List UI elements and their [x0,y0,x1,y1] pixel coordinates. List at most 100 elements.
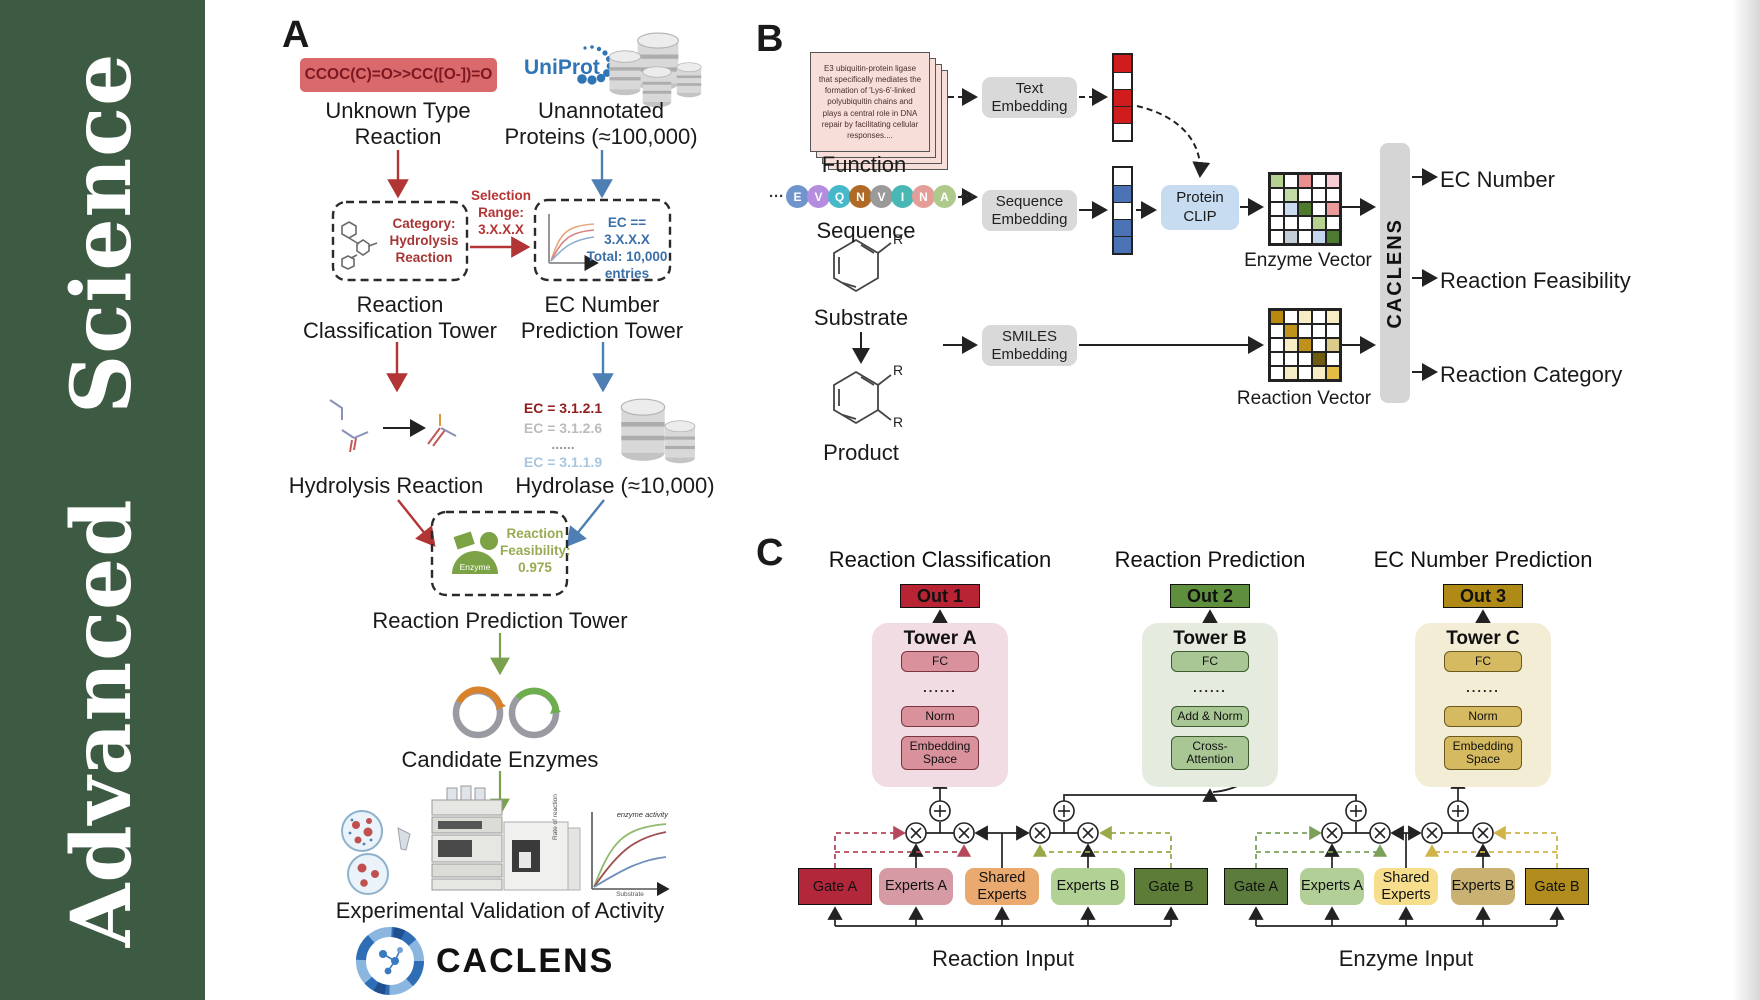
reaction-prediction-tower-label: Reaction Prediction Tower [372,608,628,633]
vector-cell [1114,219,1131,236]
grid-cell [1312,338,1326,352]
grid-cell [1326,338,1340,352]
function-label: Function [821,152,907,177]
grid-cell [1298,216,1312,230]
amino-acid-circle: N [849,185,872,208]
grid-cell [1326,366,1340,380]
smiles-embedding-box: SMILES Embedding [982,325,1077,366]
ec-list-item: EC = 3.1.2.1 [523,400,603,416]
header-reaction-classification: Reaction Classification [828,547,1052,572]
selection-range-label: Selection Range: 3.X.X.X [470,188,532,237]
grid-cell [1326,310,1340,324]
tower-a-norm: Norm [901,706,979,727]
gate-a-reaction-dash2 [835,844,972,857]
grid-cell [1298,324,1312,338]
gate-a-enzyme-dash2 [1256,844,1388,857]
activity-annotation: enzyme activity [616,810,668,819]
product-r-label: R [893,362,904,378]
grid-cell [1284,324,1298,338]
enzyme-vector-label: Enzyme Vector [1244,250,1372,271]
grid-cell [1326,174,1340,188]
vector-cell [1114,185,1131,202]
reaction-shared-experts: Shared Experts [965,868,1039,905]
unannotated-proteins-label: Unannotated Proteins (≈100,000) [504,98,698,149]
petri-dish-icon [341,810,411,895]
amino-acid-circle: E [786,185,809,208]
text-embedding-box: Text Embedding [982,77,1077,118]
tower-c-dots: ...... [1466,680,1500,695]
vector-cell [1114,236,1131,253]
hydrolysis-reaction-label: Hydrolysis Reaction [288,473,484,498]
tower-c-norm: Norm [1444,706,1522,727]
reaction-classification-tower-label: Reaction Classification Tower [302,292,497,343]
grid-cell [1326,324,1340,338]
ec-curves-icon [548,214,599,272]
tower-b-fc: FC [1171,651,1249,672]
grid-cell [1312,324,1326,338]
enzyme-blob-icon [452,531,498,574]
tower-a-embedding: Embedding Space [901,736,979,770]
grid-cell [1298,174,1312,188]
amino-acid-circle: V [870,185,893,208]
enzyme-gate-a: Gate A [1224,868,1288,905]
journal-title: Advanced Science [54,52,150,948]
sequence-label: Sequence [816,218,916,243]
out1-box: Out 1 [900,584,980,608]
grid-cell [1270,188,1284,202]
output-reaction-feasibility: Reaction Feasibility [1440,268,1631,293]
output-reaction-category: Reaction Category [1440,362,1623,387]
molecule-scribble-icon [341,221,378,270]
grid-cell [1326,202,1340,216]
caclens-bar-label: CACLENS [1383,217,1406,329]
reaction-vector-label: Reaction Vector [1236,388,1372,409]
ec-list-item: EC = 3.1.1.9 [523,454,603,470]
tower-b-title: Tower B [1173,628,1247,649]
amino-acid-circle: N [912,185,935,208]
vector-cell [1114,72,1131,89]
grid-cell [1270,174,1284,188]
grid-cell [1312,174,1326,188]
reaction-experts-a: Experts A [879,868,953,905]
function-card-text: E3 ubiquitin-protein ligase that specifi… [818,63,922,140]
grid-cell [1326,352,1340,366]
vector-cell [1114,55,1131,72]
product-label: Product [823,440,899,465]
page-edge-shade [1732,0,1760,1000]
grid-cell [1298,366,1312,380]
amino-acid-circle: V [807,185,830,208]
grid-cell [1270,230,1284,244]
activity-xlabel: Substrate [616,891,644,898]
journal-sidebar: Advanced Science [0,0,205,1000]
smiles-text: CCOC(C)=O>>CC([O-])=O [304,66,493,83]
gate-a-reaction-dash [834,825,906,868]
tower-c-panel: Tower C FC ...... Norm Embedding Space [1415,623,1551,787]
enzyme-gate-b: Gate B [1525,868,1589,905]
gate-b-reaction-dash [1099,825,1172,868]
tower-a-panel: Tower A FC ...... Norm Embedding Space [872,623,1008,787]
grid-cell [1284,366,1298,380]
candidate-enzymes-label: Candidate Enzymes [401,747,599,772]
header-reaction-prediction: Reaction Prediction [1114,547,1306,572]
tower-c-title: Tower C [1446,628,1520,649]
gate-a-enzyme-dash [1255,825,1322,868]
ec-list-item: ...... [551,436,575,452]
protein-clip-box: Protein CLIP [1161,185,1239,230]
uniprot-dots-icon [577,45,614,85]
grid-cell [1312,230,1326,244]
sequence-ellipsis: ··· [960,188,975,205]
uniprot-logo-text: UniProt [524,56,600,79]
tower-c-fc: FC [1444,651,1522,672]
category-label: Category: Hydrolysis Reaction [389,216,459,265]
smiles-box: CCOC(C)=O>>CC([O-])=O [300,58,497,92]
enzyme-input-label: Enzyme Input [1338,946,1474,971]
uniprot-database-icon [608,32,702,108]
grid-cell [1326,230,1340,244]
reaction-experts-b: Experts B [1051,868,1125,905]
tower-a-fc: FC [901,651,979,672]
sequence-ellipsis: ··· [769,188,784,205]
ec-prediction-tower-label: EC Number Prediction Tower [520,292,684,343]
hydrolysis-molecules-icon [329,399,457,453]
product-r-label: R [893,414,904,430]
gate-b-enzyme-dash2 [1424,844,1557,857]
